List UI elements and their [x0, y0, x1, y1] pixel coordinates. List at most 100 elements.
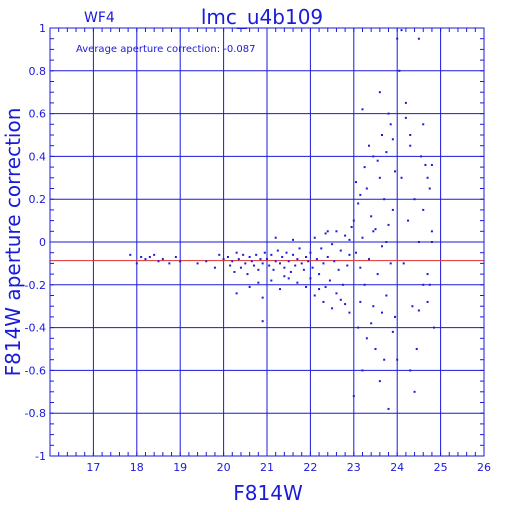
data-point — [318, 288, 321, 291]
data-point — [372, 230, 375, 233]
data-point — [292, 253, 295, 256]
data-point — [168, 262, 171, 265]
x-tick-label: 20 — [217, 461, 231, 474]
data-point — [381, 134, 384, 136]
x-tick-label: 21 — [260, 461, 274, 474]
data-point — [279, 262, 282, 265]
average-annotation: Average aperture correction: -0.087 — [76, 44, 256, 55]
x-tick-label: 23 — [347, 461, 361, 474]
data-point — [370, 215, 373, 218]
data-point — [266, 258, 268, 261]
data-point — [363, 166, 366, 169]
data-point — [248, 255, 251, 258]
data-point — [257, 268, 260, 271]
data-point — [229, 264, 232, 267]
y-tick-label: 0.4 — [29, 150, 47, 163]
data-point — [426, 300, 429, 303]
data-point — [268, 264, 271, 267]
data-point — [300, 262, 303, 265]
data-point — [250, 260, 253, 263]
y-tick-label: 0.6 — [29, 108, 47, 121]
x-tick-labels: 17 18 19 20 21 22 23 24 25 26 — [86, 461, 491, 474]
data-point — [385, 294, 388, 297]
data-point — [372, 305, 375, 308]
chart-title: lmc_u4b109 — [201, 5, 323, 29]
data-point — [409, 369, 412, 372]
x-tick-label: 17 — [86, 461, 100, 474]
x-tick-label: 22 — [303, 461, 317, 474]
data-point — [424, 163, 427, 166]
data-point — [361, 108, 364, 111]
data-point — [422, 208, 425, 211]
data-point — [285, 251, 288, 254]
y-tick-label: -0.6 — [25, 364, 46, 377]
data-point — [205, 260, 208, 263]
data-point — [315, 258, 318, 261]
data-point — [322, 262, 325, 265]
y-tick-label: 0.8 — [29, 65, 47, 78]
data-point — [213, 266, 216, 269]
data-point — [144, 258, 147, 261]
data-point — [354, 181, 357, 184]
data-point — [389, 262, 392, 265]
data-point — [292, 238, 295, 241]
data-point — [413, 390, 416, 393]
data-point — [383, 198, 386, 201]
data-point — [318, 273, 321, 276]
data-point — [389, 123, 392, 126]
grid-lines — [49, 27, 485, 457]
plot-frame — [49, 27, 485, 457]
x-axis-label: F814W — [233, 481, 303, 505]
data-point — [430, 230, 433, 233]
data-point — [335, 230, 338, 233]
x-tick-label: 26 — [477, 461, 491, 474]
data-point — [430, 163, 433, 166]
data-point — [376, 159, 379, 162]
data-point — [239, 266, 242, 269]
data-point — [283, 266, 286, 269]
data-point — [400, 29, 403, 32]
data-point — [413, 198, 416, 201]
data-point — [383, 358, 386, 361]
data-point — [222, 258, 225, 261]
data-point — [374, 228, 377, 231]
data-point — [344, 234, 347, 237]
data-point — [324, 285, 327, 288]
data-point — [307, 260, 310, 263]
data-point — [367, 144, 370, 147]
data-point — [354, 251, 357, 254]
data-point — [359, 266, 362, 269]
data-point — [298, 247, 301, 250]
y-tick-label: -0.4 — [25, 322, 46, 335]
data-point — [359, 193, 362, 196]
data-point — [148, 255, 151, 258]
data-point — [235, 292, 238, 295]
y-axis-label: F814W aperture correction — [1, 108, 25, 377]
data-point — [417, 37, 420, 40]
data-point — [387, 223, 390, 226]
data-point — [328, 279, 331, 282]
data-point — [385, 151, 388, 154]
data-point — [402, 262, 405, 265]
data-point — [322, 300, 325, 303]
data-point — [279, 288, 282, 291]
data-point — [378, 176, 381, 179]
data-point — [396, 37, 399, 40]
data-point — [409, 144, 412, 147]
data-point — [233, 270, 236, 273]
data-point — [344, 303, 347, 306]
data-point — [404, 116, 407, 119]
x-tick-label: 25 — [434, 461, 448, 474]
data-point — [361, 369, 364, 372]
data-point — [391, 330, 394, 333]
data-point — [341, 283, 344, 286]
data-point — [415, 348, 418, 350]
data-point — [161, 258, 164, 261]
data-point — [400, 176, 403, 179]
data-point — [226, 255, 229, 258]
data-point — [157, 260, 160, 263]
y-tick-label: -1 — [35, 450, 46, 463]
data-point — [281, 255, 284, 258]
data-point — [348, 238, 351, 241]
data-point — [378, 380, 381, 383]
